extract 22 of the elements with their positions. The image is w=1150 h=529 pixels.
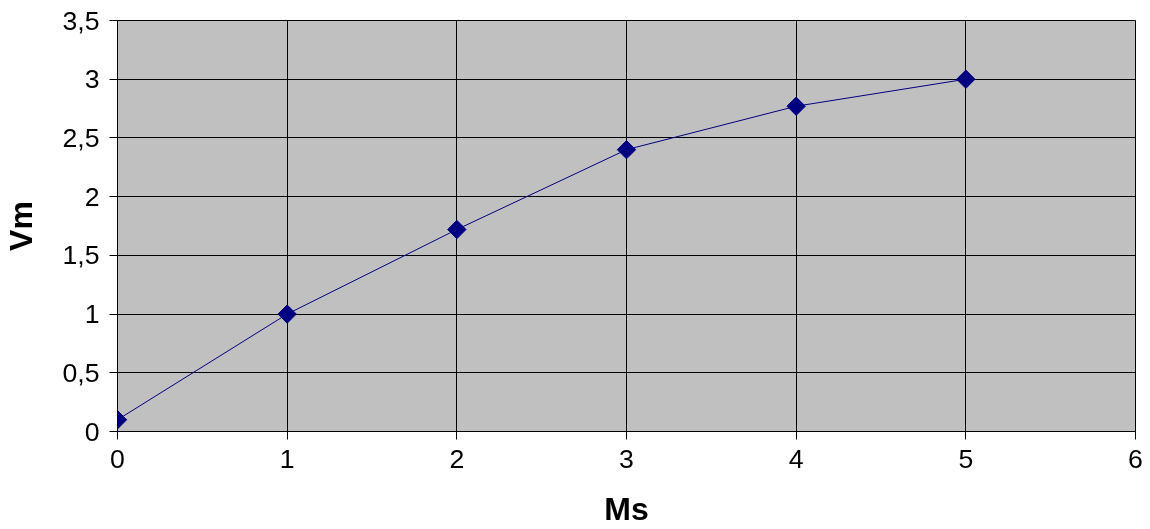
x-tick-label: 4 <box>788 443 804 474</box>
y-tick-label: 3 <box>84 64 100 95</box>
x-axis-title: Ms <box>604 490 649 527</box>
point <box>277 304 297 324</box>
point <box>956 69 976 89</box>
x-tick-label: 0 <box>110 443 125 474</box>
y-tick-label: 2,5 <box>62 122 100 153</box>
y-tick-label: 1,5 <box>62 240 100 271</box>
y-tick-label: 1 <box>84 299 100 330</box>
x-tick-label: 5 <box>958 443 974 474</box>
y-tick-label: 2 <box>84 181 100 212</box>
point <box>616 139 637 160</box>
y-tick-label: 3,5 <box>62 5 100 36</box>
x-tick-label: 6 <box>1128 443 1143 474</box>
x-tick-label: 2 <box>449 443 465 474</box>
x-tick-label: 3 <box>619 443 634 474</box>
y-axis-title: Vm <box>3 201 40 251</box>
y-tick-label: 0 <box>84 416 100 447</box>
point <box>786 96 806 116</box>
point <box>447 219 467 240</box>
x-tick-label: 1 <box>279 443 295 474</box>
y-tick-label: 0,5 <box>62 357 100 388</box>
